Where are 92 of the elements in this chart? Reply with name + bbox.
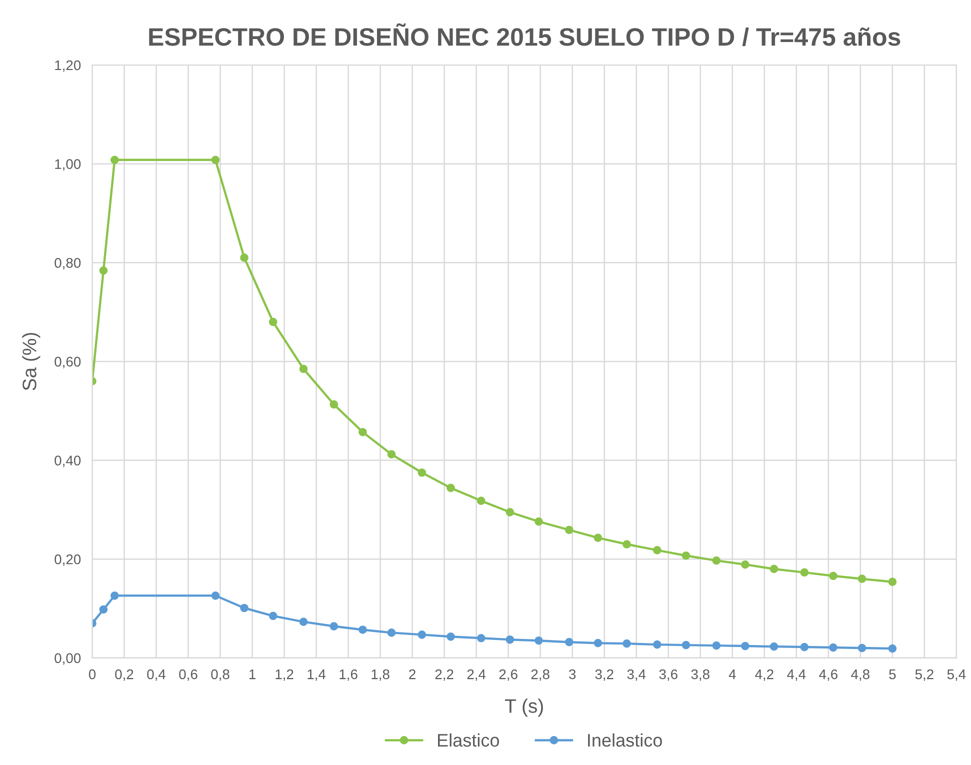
point [564,638,574,646]
point [110,591,119,600]
x-tick-label: 3,8 [691,669,710,681]
x-tick-label: 2,2 [435,669,454,681]
x-tick-label: 2 [409,669,416,680]
x-tick-label: 0,8 [211,669,230,681]
y-tick-label: 1,00 [55,159,81,171]
x-tick-label: 1 [249,670,256,680]
x-tick-label: 2,4 [467,669,486,681]
x-tick-label: 1,6 [340,669,358,681]
x-tick-label: 4 [728,670,736,680]
legend-label: Elastico [438,733,499,747]
point [268,612,278,620]
x-tick-label: 0,4 [147,669,166,681]
point [358,428,367,436]
point [506,508,514,516]
point [211,156,220,164]
x-tick-label: 3,4 [627,669,646,681]
legend-label: Inelastico [588,733,662,747]
x-tick-label: 5,4 [947,670,966,681]
y-tick-label: 0,20 [54,554,81,566]
point [829,572,838,580]
chart-title: ESPECTRO DE DISEÑO NEC 2015 SUELO TIPO D / Tr=475 años [149,23,900,46]
point [800,642,809,652]
point [418,468,426,477]
x-tick-label: 0,2 [115,669,134,681]
point [506,635,514,644]
point [268,318,278,326]
x-tick-label: 5,2 [915,669,934,681]
point [534,517,543,526]
x-tick-label: 4,6 [819,669,838,681]
point [712,556,721,565]
point [387,628,396,637]
point [770,642,778,651]
x-axis-title: T (s) [504,698,543,717]
x-tick-label: 2,6 [499,669,518,681]
point [888,644,897,653]
x-tick-label: 0,6 [179,669,198,681]
point [358,626,367,634]
point [240,604,248,612]
point [211,591,220,600]
point [110,156,119,164]
point [534,636,543,645]
point [564,526,574,534]
point [446,484,455,492]
x-tick-label: 4,4 [787,670,806,681]
point [330,622,338,630]
y-tick-label: 0,40 [54,456,81,468]
y-tick-label: 0,00 [54,653,81,665]
point [741,560,750,569]
point [622,540,631,548]
x-tick-label: 4,8 [851,669,870,681]
point [858,574,866,584]
point [653,546,662,554]
point [594,534,602,542]
x-tick-label: 2,8 [531,669,550,681]
point [682,640,690,650]
point [888,578,897,586]
point [476,634,486,642]
point [741,642,750,650]
x-tick-label: 5 [889,670,896,680]
point [418,630,426,639]
point [622,639,631,648]
point [712,641,721,650]
point [240,254,248,262]
point [770,564,778,574]
point [99,266,108,275]
x-tick-label: 0 [88,669,96,680]
y-tick-label: 0,60 [54,356,81,368]
point [299,618,308,626]
point [800,568,809,577]
point [387,450,396,459]
point [829,643,838,652]
y-tick-label: 1,20 [55,60,81,72]
x-tick-label: 3,6 [659,669,678,681]
x-tick-label: 3,2 [595,669,614,681]
point [446,632,455,641]
x-tick-label: 3 [569,669,576,680]
x-tick-label: 1,8 [372,669,390,681]
point [99,605,108,614]
point [594,638,602,648]
point [653,640,662,649]
x-tick-label: 1,2 [276,669,294,681]
point [299,364,308,374]
point [330,400,338,409]
point [682,551,690,560]
point [476,496,486,505]
point [858,644,866,652]
x-tick-label: 4,2 [755,669,774,681]
y-tick-label: 0,80 [54,258,81,270]
y-axis-title: Sa (%) [22,332,40,390]
x-tick-label: 1,4 [308,670,326,681]
